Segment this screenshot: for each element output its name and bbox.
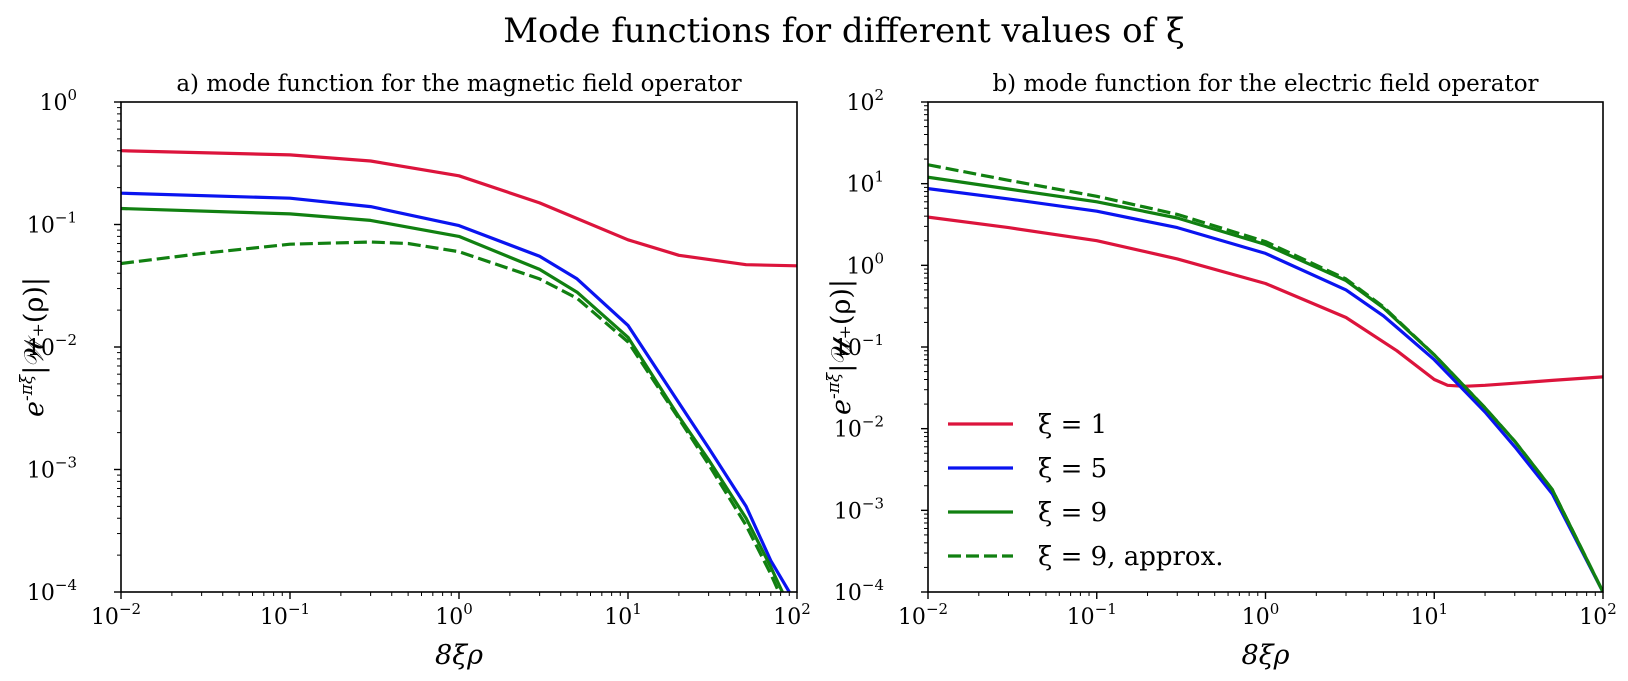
y-axis-label: e-πξ|𝒰₊(ρ)| (824, 279, 857, 415)
figure-title: Mode functions for different values of ξ (503, 11, 1185, 51)
x-tick-label: 10−1 (1067, 600, 1117, 630)
y-tick-label: 10−4 (834, 576, 884, 606)
y-tick-label: 10−1 (27, 209, 77, 239)
x-axis-label: 8ξρ (435, 640, 483, 671)
x-tick-label: 102 (1579, 600, 1617, 630)
x-tick-label: 10−1 (260, 600, 310, 630)
x-axis-label: 8ξρ (1242, 640, 1290, 671)
series-line-xi5 (928, 187, 1603, 592)
x-tick-label: 100 (1242, 600, 1280, 630)
y-tick-label: 10−2 (834, 413, 884, 443)
series-group (121, 149, 797, 592)
legend-label: ξ = 9 (1038, 498, 1107, 528)
y-tick-label: 101 (846, 168, 884, 198)
panel-a-magnetic: a) mode function for the magnetic field … (17, 71, 811, 671)
x-tick-label: 101 (604, 600, 642, 630)
series-line-xi9 (121, 206, 784, 592)
y-tick-label: 100 (846, 249, 884, 279)
y-tick-label: 102 (846, 86, 884, 116)
series-line-xi5 (121, 191, 791, 592)
x-tick-label: 10−2 (91, 600, 141, 630)
axes-frame (927, 101, 1604, 593)
legend-label: ξ = 9, approx. (1038, 542, 1224, 572)
x-tick-label: 10−2 (898, 600, 948, 630)
y-tick-label: 100 (39, 86, 77, 116)
series-line-xi1 (928, 215, 1603, 388)
legend-label: ξ = 1 (1038, 410, 1107, 440)
y-tick-label: 10−1 (834, 331, 884, 361)
panel-title: b) mode function for the electric field … (992, 71, 1538, 97)
y-tick-label: 10−3 (834, 494, 884, 524)
x-tick-label: 101 (1410, 600, 1448, 630)
x-tick-label: 102 (773, 600, 811, 630)
y-axis-label: e-πξ|𝒲₊(ρ)| (17, 277, 50, 417)
legend: ξ = 1 ξ = 5 ξ = 9 ξ = 9, approx. (948, 410, 1224, 572)
legend-label: ξ = 5 (1038, 454, 1107, 484)
panel-b-electric: b) mode function for the electric field … (824, 71, 1617, 671)
y-tick-label: 10−2 (27, 331, 77, 361)
y-tick-label: 10−4 (27, 576, 77, 606)
series-line-xi1 (121, 149, 797, 268)
x-tick-label: 100 (435, 600, 473, 630)
series-line-xi9-approx (121, 240, 781, 592)
series-group (928, 163, 1603, 592)
series-line-xi9-approx (928, 163, 1603, 592)
y-tick-label: 10−3 (27, 454, 77, 484)
panel-title: a) mode function for the magnetic field … (176, 71, 741, 97)
